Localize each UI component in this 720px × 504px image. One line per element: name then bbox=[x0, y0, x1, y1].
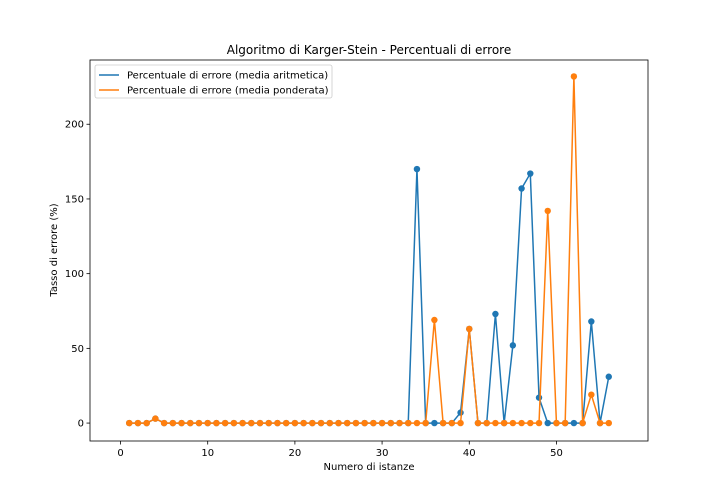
series-2-point bbox=[361, 419, 368, 427]
series-2-point bbox=[509, 419, 517, 427]
series-2-point bbox=[448, 419, 456, 427]
series-1-point bbox=[605, 373, 612, 380]
series-2-point bbox=[378, 419, 386, 427]
series-2-point bbox=[579, 419, 586, 427]
series-2-point bbox=[160, 419, 168, 427]
series-1-point bbox=[518, 185, 525, 192]
series-line-2 bbox=[129, 76, 609, 424]
series-2-point bbox=[466, 325, 473, 333]
series-1-point bbox=[509, 342, 517, 349]
series-2-point bbox=[500, 419, 508, 427]
series-2-point bbox=[300, 419, 307, 427]
y-tick-label: 200 bbox=[65, 120, 84, 131]
series-2-point bbox=[483, 419, 490, 427]
plot-area-frame bbox=[89, 59, 649, 442]
x-axis-ticks: 0 10 20 30 40 50 bbox=[117, 441, 563, 459]
y-tick-label: 50 bbox=[71, 344, 84, 355]
x-tick-label: 50 bbox=[550, 448, 563, 459]
series-2-point bbox=[596, 419, 604, 427]
series-2-point bbox=[570, 73, 578, 80]
series-2-point bbox=[152, 415, 159, 422]
series-1-point bbox=[570, 419, 578, 427]
series-2-point bbox=[178, 419, 185, 427]
y-axis-label: Tasso di errore (%) bbox=[49, 203, 60, 297]
series-2-point bbox=[221, 419, 229, 427]
y-tick-label: 150 bbox=[65, 194, 84, 205]
series-2-point bbox=[335, 419, 342, 427]
series-2-point bbox=[309, 419, 316, 427]
series-2-point bbox=[274, 419, 281, 427]
series-2-point bbox=[352, 419, 360, 427]
series-2-point bbox=[317, 419, 325, 427]
series-2-point bbox=[588, 391, 595, 398]
x-tick-label: 10 bbox=[201, 448, 214, 459]
y-tick-label: 0 bbox=[78, 419, 84, 430]
series-2-point bbox=[396, 419, 403, 427]
series-2-point bbox=[492, 419, 499, 427]
x-tick-label: 30 bbox=[376, 448, 389, 459]
series-1-point bbox=[527, 170, 534, 177]
series-1-point bbox=[457, 409, 464, 416]
y-axis-ticks: 0 50 100 150 200 bbox=[65, 120, 90, 430]
series-2-point bbox=[535, 419, 543, 427]
series-2-point bbox=[561, 419, 569, 427]
series-line-1 bbox=[129, 169, 610, 424]
series-2-point bbox=[370, 419, 377, 427]
series-1-point bbox=[431, 419, 438, 427]
series-1-point bbox=[588, 318, 595, 325]
series-2-point bbox=[126, 419, 133, 427]
series-2-point bbox=[405, 419, 412, 427]
series-2-point bbox=[544, 207, 551, 215]
series-2-point bbox=[291, 419, 299, 427]
series-2-point bbox=[195, 419, 203, 427]
series-2-point bbox=[344, 419, 351, 427]
series-2-point bbox=[413, 419, 421, 427]
legend: Percentuale di errore (media aritmetica)… bbox=[94, 64, 333, 99]
series-2-point bbox=[439, 419, 447, 427]
series-2-point bbox=[187, 419, 194, 427]
series-2-point bbox=[474, 419, 482, 427]
series-2-point bbox=[213, 419, 220, 427]
series-2-point bbox=[169, 419, 177, 427]
series-2-point bbox=[230, 419, 238, 427]
series-2-point bbox=[256, 419, 264, 427]
series-1-point bbox=[492, 310, 499, 318]
x-tick-label: 40 bbox=[463, 448, 476, 459]
series-2-point bbox=[326, 419, 333, 427]
chart-title: Algoritmo di Karger-Stein - Percentuali … bbox=[227, 43, 511, 57]
x-tick-label: 20 bbox=[289, 448, 302, 459]
series-2-point bbox=[553, 419, 560, 427]
series-2-point bbox=[518, 419, 525, 427]
series-2-point bbox=[248, 419, 255, 427]
series-2-point bbox=[527, 419, 534, 427]
series-2-point bbox=[204, 419, 211, 427]
x-tick-label: 0 bbox=[117, 448, 123, 459]
series-1-point bbox=[535, 394, 543, 401]
series-1-point bbox=[413, 165, 421, 173]
series-2-point bbox=[143, 419, 150, 427]
series-2-point bbox=[605, 419, 612, 427]
series-2-point bbox=[457, 419, 464, 427]
x-axis-label: Numero di istanze bbox=[324, 462, 415, 473]
legend-box bbox=[94, 64, 333, 99]
series-layer bbox=[126, 73, 612, 427]
y-tick-label: 100 bbox=[65, 269, 84, 280]
series-2-point bbox=[265, 419, 272, 427]
series-2-point bbox=[387, 419, 394, 427]
legend-label-2: Percentuale di errore (media ponderata) bbox=[127, 86, 329, 97]
series-1-point bbox=[544, 419, 551, 427]
series-2-point bbox=[134, 419, 142, 427]
series-2-point bbox=[422, 419, 429, 427]
series-2-point bbox=[239, 419, 246, 427]
series-2-point bbox=[431, 316, 438, 324]
series-2-point bbox=[282, 419, 290, 427]
legend-label-1: Percentuale di errore (media aritmetica) bbox=[127, 71, 328, 82]
